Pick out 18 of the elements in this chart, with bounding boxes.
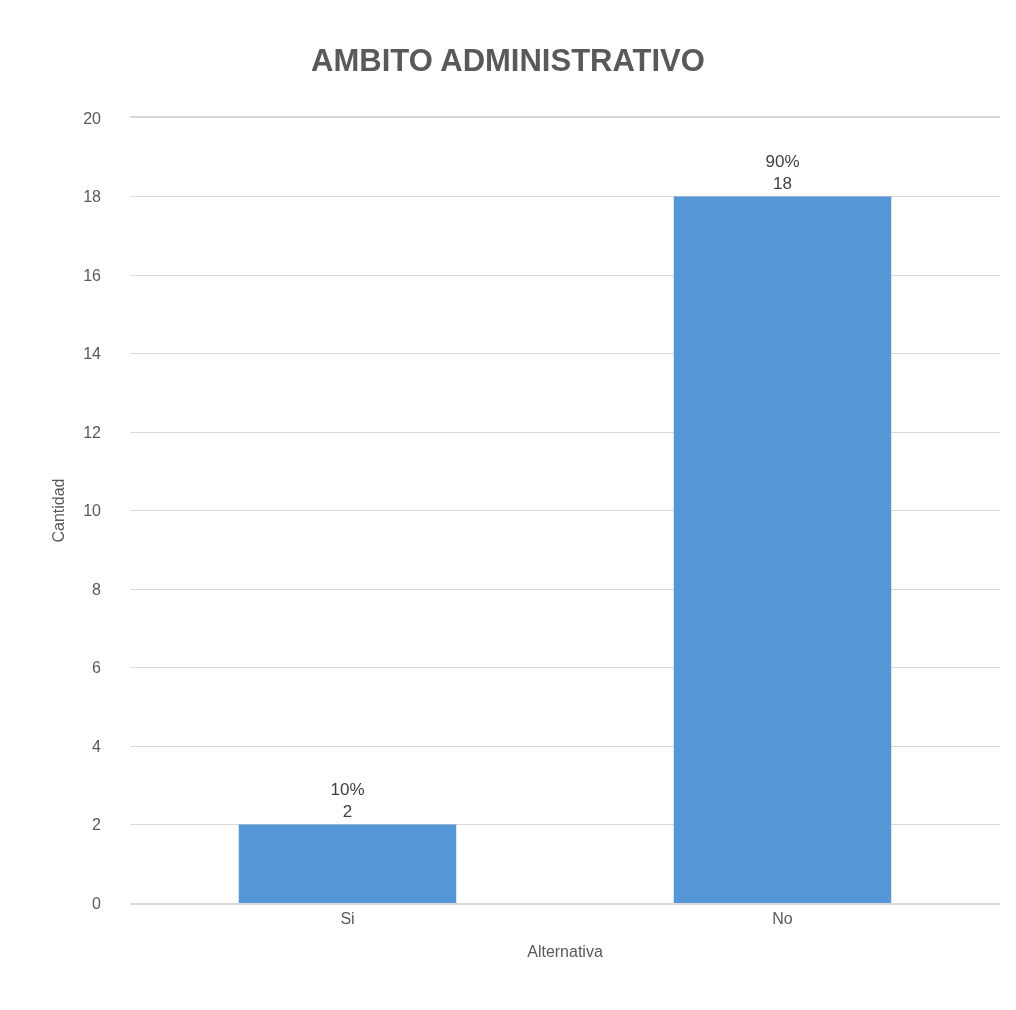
y-tick-label: 4 (92, 737, 102, 755)
y-tick-label: 10 (83, 502, 102, 520)
x-axis-title: Alternativa (527, 943, 603, 961)
y-axis-title: Cantidad (50, 478, 68, 543)
y-tick-label: 0 (92, 894, 102, 912)
y-tick-label: 18 (83, 188, 102, 206)
y-tick-label: 16 (83, 266, 102, 284)
y-tick-label: 2 (92, 816, 102, 834)
x-tick-label: Si (340, 909, 355, 927)
data-label: 90% 18 (765, 152, 800, 194)
y-tick-label: 20 (83, 109, 102, 127)
y-tick-label: 12 (83, 423, 102, 441)
data-label: 10% 2 (330, 780, 365, 822)
y-tick-label: 8 (92, 580, 102, 598)
y-tick-label: 14 (83, 345, 102, 363)
y-tick-label: 6 (92, 659, 102, 677)
chart-title: AMBITO ADMINISTRATIVO (311, 43, 705, 79)
x-tick-label: No (772, 909, 793, 927)
